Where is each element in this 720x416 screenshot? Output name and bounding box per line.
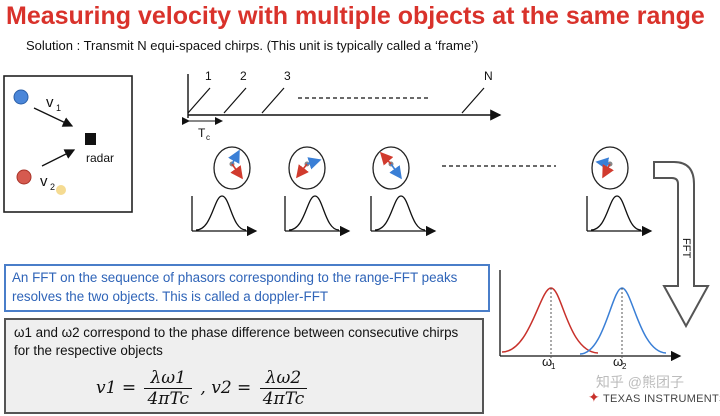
- doppler-peak-1: [501, 287, 599, 354]
- doppler-fft-callout: An FFT on the sequence of phasors corres…: [4, 264, 490, 312]
- object-2: [16, 169, 32, 185]
- ti-logo: ✦ TEXAS INSTRUMENTS: [588, 389, 720, 406]
- phase-difference-text: ω1 and ω2 correspond to the phase differ…: [14, 325, 459, 358]
- eq-sep: , v2 =: [200, 378, 252, 398]
- chirp-1: [187, 87, 211, 114]
- chirp-label-n: N: [484, 69, 493, 83]
- phasor-row: [213, 146, 629, 190]
- velocity-arrow-2: [41, 149, 76, 167]
- eq-frac-2: λω2 4πTc: [259, 368, 308, 409]
- range-fft-2: [284, 195, 351, 237]
- range-fft-row: [191, 195, 653, 237]
- chirp-label-1: 1: [205, 69, 212, 83]
- tc-label: T: [198, 126, 206, 140]
- ti-logo-text: TEXAS INSTRUMENTS: [603, 393, 720, 405]
- radar-marker: [85, 133, 96, 145]
- ti-logo-icon: ✦: [588, 389, 601, 405]
- range-fft-3: [370, 195, 437, 237]
- fft-arrow: FFT: [653, 161, 710, 329]
- velocity-arrow-1: [33, 107, 74, 127]
- slide-title: Measuring velocity with multiple objects…: [6, 2, 705, 30]
- eq-frac-1: λω1 4πTc: [144, 368, 193, 409]
- fft-arrow-label: FFT: [680, 238, 692, 258]
- slide-subtitle: Solution : Transmit N equi-spaced chirps…: [26, 38, 479, 53]
- v1-label: v: [46, 94, 54, 111]
- eq-den-1: 4πTc: [147, 389, 190, 409]
- eq-num-1: λω1: [144, 368, 193, 389]
- phasor-3: [372, 146, 410, 190]
- doppler-fft-callout-text: An FFT on the sequence of phasors corres…: [12, 270, 458, 304]
- range-fft-n: [586, 195, 653, 237]
- tc-sub: c: [206, 133, 210, 142]
- w1-label: ω: [542, 354, 552, 369]
- w1-sub: 1: [551, 362, 556, 371]
- radar-label: radar: [86, 151, 114, 165]
- doppler-peak-2: [579, 287, 667, 355]
- phase-difference-box: ω1 and ω2 correspond to the phase differ…: [4, 318, 484, 414]
- eq-v1: v1 =: [96, 378, 137, 398]
- eq-num-2: λω2: [259, 368, 308, 389]
- v2-sub: 2: [50, 182, 55, 192]
- phasor-n: [591, 146, 629, 190]
- eq-den-2: 4πTc: [262, 389, 305, 409]
- chirp-label-3: 3: [284, 69, 291, 83]
- scene-panel: v 1 radar v 2: [3, 75, 133, 213]
- chirp-label-2: 2: [240, 69, 247, 83]
- velocity-equation: v1 = λω1 4πTc , v2 = λω2 4πTc: [96, 368, 310, 409]
- phasor-1: [213, 146, 251, 190]
- phasor-2: [288, 146, 326, 190]
- v1-sub: 1: [56, 103, 61, 113]
- chirp-3: [261, 87, 285, 114]
- cursor-highlight: [56, 185, 66, 195]
- w2-sub: 2: [622, 362, 627, 371]
- w2-label: ω: [613, 354, 623, 369]
- v2-label: v: [40, 173, 48, 190]
- doppler-fft-plot: ω 1 ω 2: [499, 270, 682, 371]
- chirp-n: [461, 87, 485, 114]
- range-fft-1: [191, 195, 258, 237]
- chirp-timeline: 1 2 3 N T c: [182, 69, 502, 142]
- chirp-2: [223, 87, 247, 114]
- object-1: [13, 89, 29, 105]
- watermark: 知乎 @熊团子: [595, 374, 684, 390]
